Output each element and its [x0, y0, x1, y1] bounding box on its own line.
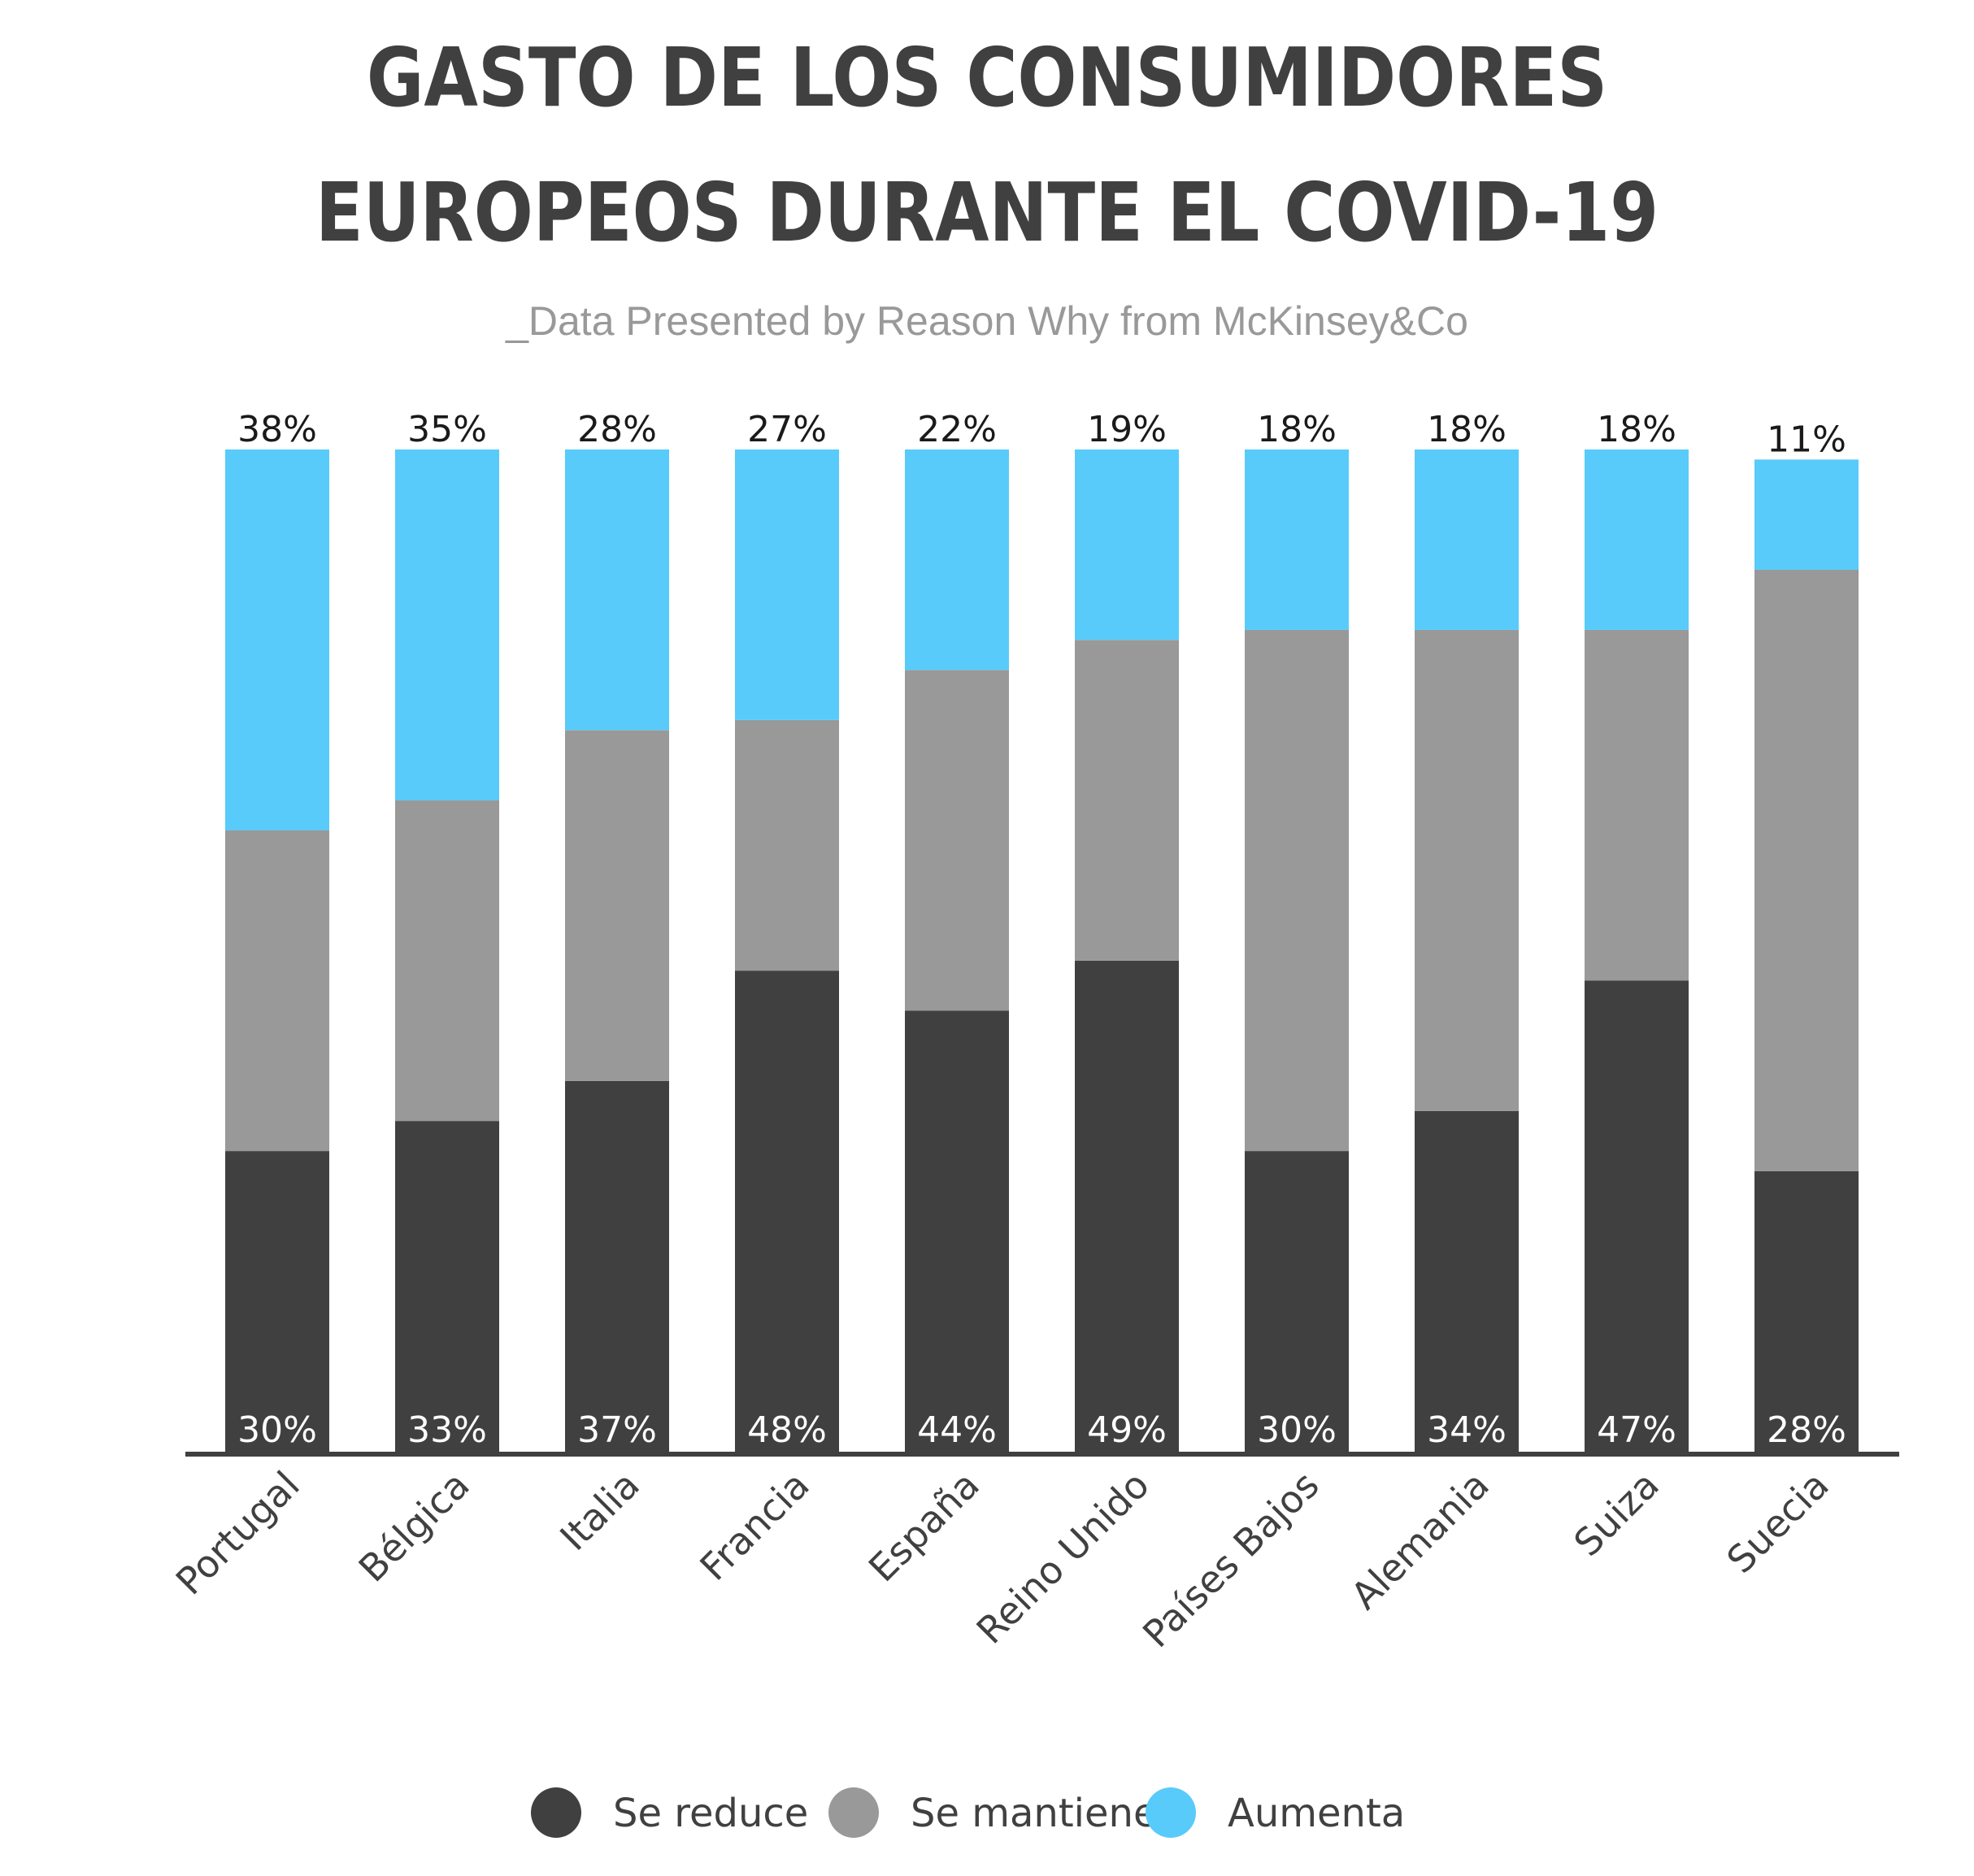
bar-segment [565, 449, 669, 731]
legend-marker [828, 1787, 879, 1838]
data-label: 47% [1597, 1409, 1676, 1451]
bars-area: 30%32%38%33%32%35%37%35%28%48%25%27%44%3… [225, 409, 1859, 1452]
x-tick-label: Países Bajos [1134, 1463, 1328, 1657]
bar-segment [1585, 980, 1689, 1452]
legend-label: Se mantiene [911, 1791, 1158, 1836]
bar-group-7: 34%48%18% [1415, 409, 1519, 1452]
bar-segment [1245, 449, 1349, 630]
data-label: 35% [407, 409, 487, 450]
bar-group-1: 33%32%35% [395, 409, 499, 1452]
legend-marker [531, 1787, 581, 1838]
bar-segment [395, 449, 499, 801]
bar-segment [395, 800, 499, 1122]
x-tick-label: Portugal [167, 1463, 308, 1604]
bar-segment [1415, 629, 1519, 1111]
legend-label: Se reduce [613, 1791, 808, 1836]
x-tick-label: Suecia [1718, 1463, 1837, 1582]
bar-segment [1075, 449, 1179, 641]
bar-segment [735, 449, 839, 720]
bar-segment [1754, 1170, 1859, 1452]
bar-segment [1585, 629, 1689, 981]
data-label: 28% [577, 409, 657, 450]
data-label: 22% [917, 409, 997, 450]
bar-group-9: 28%60%11% [1754, 419, 1859, 1452]
bar-segment [225, 1151, 329, 1452]
chart-title: GASTO DE LOS CONSUMIDORES EUROPEOS DURANT… [315, 30, 1659, 260]
bar-group-6: 30%52%18% [1245, 409, 1349, 1452]
legend-marker [1146, 1787, 1196, 1838]
x-tick-label: Alemania [1342, 1463, 1498, 1618]
bar-segment [225, 449, 329, 831]
data-label: 18% [1257, 409, 1337, 450]
x-tick-label: Francia [691, 1463, 817, 1589]
bar-segment [1415, 449, 1519, 630]
data-label: 11% [1767, 419, 1846, 460]
bar-segment [1415, 1110, 1519, 1452]
data-label: 44% [917, 1409, 997, 1451]
bar-group-4: 44%34%22% [905, 409, 1009, 1452]
bar-segment [1245, 629, 1349, 1152]
bar-segment [905, 670, 1009, 1011]
bar-segment [1245, 1151, 1349, 1452]
chart-subtitle: _Data Presented by Reason Why from McKin… [505, 298, 1468, 344]
bar-group-3: 48%25%27% [735, 409, 839, 1452]
bar-segment [1754, 569, 1859, 1171]
title-line-1: GASTO DE LOS CONSUMIDORES [367, 30, 1607, 125]
bar-segment [735, 971, 839, 1452]
data-label: 30% [1257, 1409, 1337, 1451]
data-label: 49% [1087, 1409, 1167, 1451]
legend: Se reduce Se mantiene Aumenta [531, 1787, 1405, 1838]
bar-segment [905, 1010, 1009, 1452]
x-tick-label: Bélgica [350, 1463, 478, 1591]
bar-segment [1585, 449, 1689, 630]
bar-group-8: 47%35%18% [1585, 409, 1689, 1452]
data-label: 28% [1767, 1409, 1846, 1451]
bar-group-2: 37%35%28% [565, 409, 669, 1452]
bar-segment [565, 1080, 669, 1452]
data-label: 18% [1427, 409, 1507, 450]
bar-segment [735, 719, 839, 971]
bar-segment [905, 449, 1009, 671]
x-axis-labels: Portugal Bélgica Italia Francia EspañaReino … [167, 1463, 1837, 1657]
x-tick-label: Italia [551, 1463, 647, 1559]
bar-segment [1754, 459, 1859, 570]
data-label: 48% [747, 1409, 827, 1451]
data-label: 34% [1427, 1409, 1507, 1451]
legend-label: Aumenta [1228, 1791, 1405, 1836]
bar-segment [1075, 640, 1179, 961]
bar-segment [395, 1121, 499, 1452]
title-line-2: EUROPEOS DURANTE EL COVID-19 [315, 165, 1659, 260]
bar-segment [1075, 960, 1179, 1452]
bar-segment [565, 730, 669, 1081]
data-label: 18% [1597, 409, 1676, 450]
bar-segment [225, 830, 329, 1152]
data-label: 38% [237, 409, 317, 450]
legend-item: Se mantiene [828, 1787, 1158, 1838]
x-tick-label: Reino Unido [968, 1463, 1158, 1652]
bar-group-0: 30%32%38% [225, 409, 329, 1452]
legend-item: Aumenta [1146, 1787, 1405, 1838]
legend-item: Se reduce [531, 1787, 808, 1838]
data-label: 37% [577, 1409, 657, 1451]
x-tick-label: Suiza [1565, 1463, 1667, 1565]
data-label: 33% [407, 1409, 487, 1451]
data-label: 27% [747, 409, 827, 450]
x-tick-label: España [860, 1463, 988, 1591]
data-label: 30% [237, 1409, 317, 1451]
bar-group-5: 49%32%19% [1075, 409, 1179, 1452]
data-label: 19% [1087, 409, 1167, 450]
